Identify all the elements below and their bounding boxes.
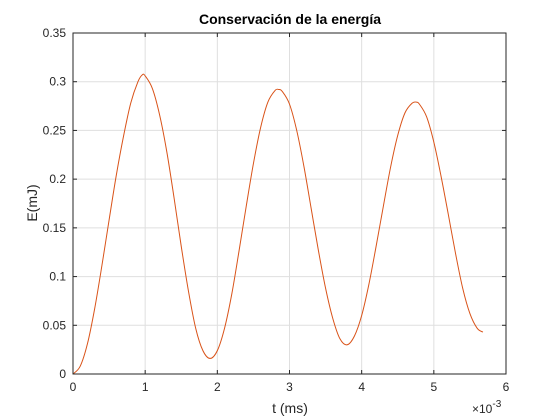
chart-title: Conservación de la energía	[199, 11, 381, 27]
y-tick-label: 0.25	[43, 123, 67, 137]
y-tick-label: 0	[59, 367, 66, 381]
grid	[72, 32, 507, 375]
y-tick-label: 0.15	[43, 221, 67, 235]
x-axis-title: t (ms)	[272, 400, 308, 416]
ticks	[72, 32, 507, 375]
x-tick-label: 1	[142, 380, 149, 394]
x-axis-multiplier-exponent: -3	[492, 399, 501, 410]
y-tick-label: 0.2	[49, 172, 66, 186]
x-tick-label: 5	[430, 380, 437, 394]
x-tick-label: 0	[70, 380, 77, 394]
y-axis-title: E(mJ)	[24, 184, 40, 221]
y-tick-label: 0.3	[49, 75, 66, 89]
energy-series-line	[72, 73, 484, 375]
series-layer	[72, 73, 484, 375]
x-tick-label: 6	[503, 380, 510, 394]
tick-labels: 0 1 2 3 4 5 6 0 0.05 0.1 0.15 0.2 0.25 0.3 0.35	[43, 26, 510, 394]
x-axis-multiplier-base: ×10	[472, 402, 493, 416]
x-tick-label: 3	[286, 380, 293, 394]
x-tick-label: 4	[358, 380, 365, 394]
x-tick-label: 2	[214, 380, 221, 394]
y-tick-label: 0.1	[49, 270, 66, 284]
y-tick-label: 0.35	[43, 26, 67, 40]
y-tick-label: 0.05	[43, 318, 67, 332]
x-axis-multiplier: ×10-3	[472, 399, 502, 416]
